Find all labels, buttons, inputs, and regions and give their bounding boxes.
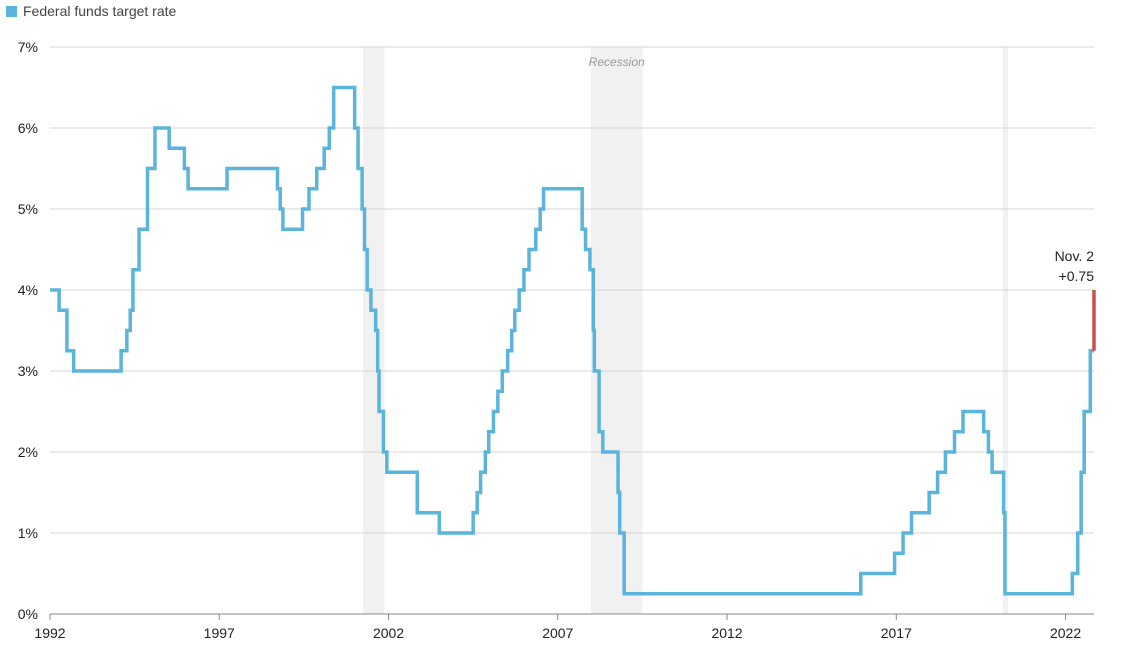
gridlines xyxy=(49,46,1094,620)
y-tick-label: 5% xyxy=(18,201,38,217)
recession-band xyxy=(363,47,385,614)
y-tick-label: 0% xyxy=(18,606,38,622)
x-tick-label: 1997 xyxy=(204,625,235,641)
x-tick-label: 2007 xyxy=(542,625,573,641)
x-tick-label: 2017 xyxy=(881,625,912,641)
x-tick-label: 1992 xyxy=(34,625,65,641)
annotation-change: +0.75 xyxy=(1059,268,1095,284)
y-tick-label: 7% xyxy=(18,39,38,55)
legend-label: Federal funds target rate xyxy=(23,3,177,19)
chart-legend: Federal funds target rate xyxy=(6,3,176,19)
x-tick-label: 2012 xyxy=(711,625,742,641)
recession-label: Recession xyxy=(589,55,645,69)
series-line xyxy=(50,85,1094,596)
recession-bands xyxy=(363,47,1009,614)
x-tick-label: 2002 xyxy=(373,625,404,641)
annotation-date: Nov. 2 xyxy=(1055,248,1095,264)
recession-band xyxy=(590,47,643,614)
x-tick-label: 2022 xyxy=(1050,625,1081,641)
y-tick-label: 2% xyxy=(18,444,38,460)
y-tick-label: 1% xyxy=(18,525,38,541)
y-tick-label: 4% xyxy=(18,282,38,298)
rate-lines xyxy=(50,85,1096,596)
recession-band xyxy=(1002,47,1009,614)
y-tick-label: 6% xyxy=(18,120,38,136)
tick-labels: 0% 1% 2% 3% 4% 5% 6% 7% 1992 1997 2002 2007 2012 2017… xyxy=(18,39,1082,641)
legend-swatch xyxy=(6,5,17,17)
y-tick-label: 3% xyxy=(18,363,38,379)
